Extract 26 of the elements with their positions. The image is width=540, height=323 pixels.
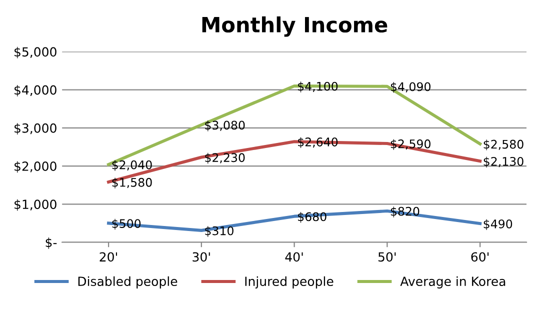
x-tick-label: 40' [285,252,303,262]
legend-label: Injured people [245,276,334,288]
y-tick-label: $2,000 [14,161,56,173]
y-tick-label: $1,000 [14,199,56,211]
x-tick-label: 30' [192,252,210,262]
data-label: $3,080 [205,120,245,132]
y-tick-label: $5,000 [14,46,56,58]
data-label: $2,130 [484,156,524,168]
y-tick-label: $4,000 [14,85,56,96]
legend-label: Disabled people [78,276,178,288]
x-tick-label: 50' [378,252,396,262]
data-label: $490 [484,219,512,230]
data-label: $2,230 [205,152,245,164]
data-label: $2,580 [484,140,524,150]
data-label: $310 [205,226,234,237]
y-tick-label: $3,000 [14,123,56,134]
data-label: $1,580 [112,178,152,188]
data-label: $4,090 [390,82,430,93]
legend-label: Average in Korea [400,276,506,288]
chart-title: Monthly Income [202,16,388,37]
data-label: $2,590 [390,139,430,150]
y-tick-label: $- [46,238,57,249]
data-label: $2,040 [112,160,152,171]
x-tick-label: 60' [471,252,489,262]
x-tick-label: 20' [100,252,118,262]
data-label: $820 [390,206,420,218]
